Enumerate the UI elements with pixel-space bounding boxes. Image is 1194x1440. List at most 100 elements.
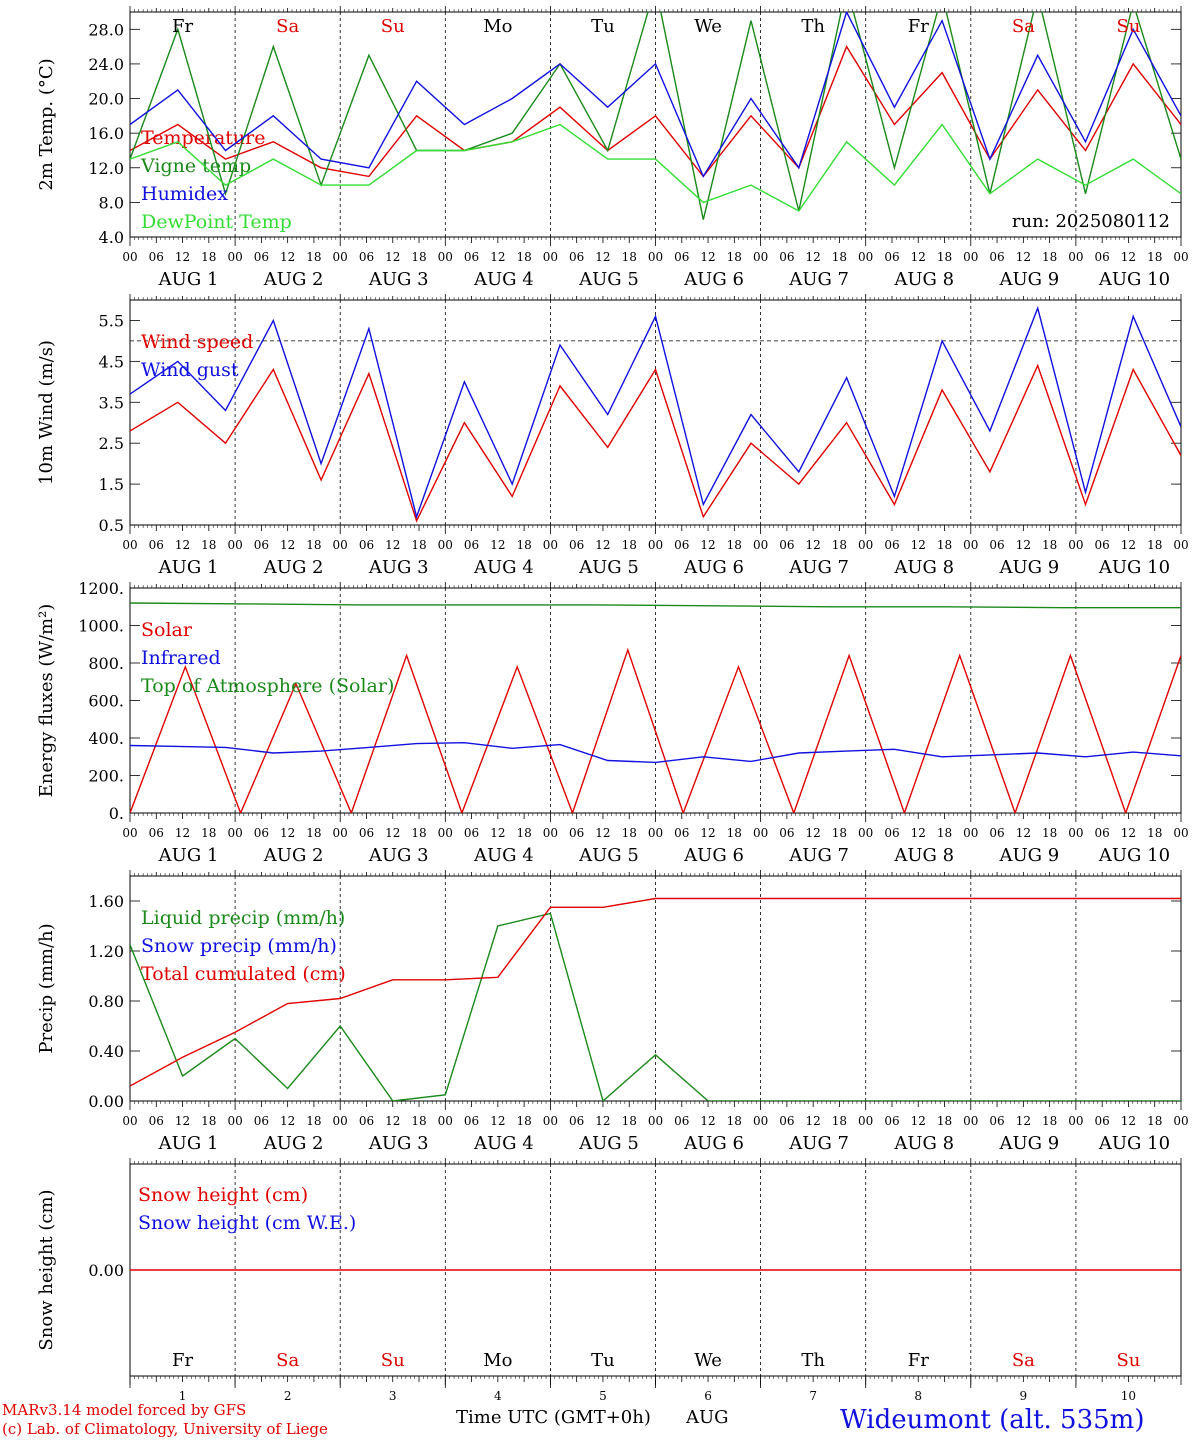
legend-entry: Solar: [141, 619, 193, 641]
hour-tick-label: 06: [254, 1114, 269, 1128]
hour-tick-label: 06: [884, 826, 899, 840]
hour-tick-label: 18: [1147, 1114, 1162, 1128]
hour-tick-label: 00: [438, 250, 453, 264]
date-label: AUG 5: [578, 845, 639, 866]
hour-tick-label: 00: [858, 250, 873, 264]
day-name: Su: [1116, 16, 1140, 37]
date-label: AUG 8: [893, 557, 954, 578]
y-tick-label: 1000.: [78, 617, 124, 636]
date-label: AUG 2: [263, 1133, 324, 1154]
legend-entry: Vigne temp: [140, 155, 251, 177]
legend-entry: DewPoint Temp: [141, 211, 292, 233]
y-axis-label: 10m Wind (m/s): [36, 340, 57, 485]
date-label: AUG 5: [578, 1133, 639, 1154]
hour-tick-label: 18: [201, 1114, 216, 1128]
panel-2: 00 06 12 18 AUG 1 00 06 12 18 AUG 2 00 06 12 18 AUG 3 0…: [36, 294, 1189, 578]
hour-tick-label: 06: [674, 538, 689, 552]
hour-tick-label: 18: [727, 1114, 742, 1128]
date-label: AUG 10: [1098, 845, 1170, 866]
day-name-bottom: We: [694, 1350, 722, 1371]
hour-tick-label: 00: [1068, 538, 1083, 552]
date-label: AUG 2: [263, 269, 324, 290]
panel-5: 1 2 3 4 5 6 7 8 9 10 0.00 Snow height (cm) Snow heig…: [36, 1158, 1182, 1403]
hour-tick-label: 12: [1016, 1114, 1031, 1128]
hour-tick-label: 06: [989, 250, 1004, 264]
hour-tick-label: 18: [937, 250, 952, 264]
hour-tick-label: 06: [149, 826, 164, 840]
day-name: Fr: [172, 16, 193, 37]
day-name-bottom: Fr: [172, 1350, 193, 1371]
day-name-bottom: Sa: [276, 1350, 299, 1371]
y-tick-label: 2.5: [99, 434, 124, 453]
date-label: AUG 9: [998, 269, 1059, 290]
panel-frame: [129, 11, 1182, 238]
y-tick-label: 800.: [88, 654, 124, 673]
hour-tick-label: 12: [595, 538, 610, 552]
hour-tick-label: 00: [227, 250, 242, 264]
hour-tick-label: 12: [280, 250, 295, 264]
hour-tick-label: 12: [175, 826, 190, 840]
hour-tick-label: 18: [622, 826, 637, 840]
date-label: AUG 1: [158, 1133, 219, 1154]
hour-tick-label: 06: [1095, 538, 1110, 552]
hour-tick-label: 18: [937, 1114, 952, 1128]
y-tick-label: 0.5: [99, 516, 124, 535]
day-name-bottom: Fr: [908, 1350, 929, 1371]
day-number: 2: [284, 1389, 292, 1403]
hour-tick-label: 06: [359, 538, 374, 552]
hour-tick-label: 00: [227, 538, 242, 552]
y-tick-label: 1.5: [99, 475, 124, 494]
hour-tick-label: 06: [254, 250, 269, 264]
day-name-bottom: Tu: [591, 1350, 615, 1371]
date-label: AUG 9: [998, 1133, 1059, 1154]
hour-tick-label: 00: [227, 1114, 242, 1128]
day-name-bottom: Sa: [1012, 1350, 1035, 1371]
hour-tick-label: 12: [911, 1114, 926, 1128]
hour-tick-label: 12: [280, 826, 295, 840]
hour-tick-label: 06: [359, 250, 374, 264]
day-number: 9: [1020, 1389, 1028, 1403]
y-tick-label: 16.0: [88, 124, 124, 143]
y-axis-label: Snow height (cm): [36, 1189, 57, 1350]
hour-tick-label: 18: [306, 250, 321, 264]
hour-tick-label: 06: [149, 538, 164, 552]
hour-tick-label: 00: [753, 250, 768, 264]
hour-tick-label: 06: [779, 826, 794, 840]
legend-entry: Top of Atmosphere (Solar): [141, 675, 394, 697]
day-number: 7: [809, 1389, 817, 1403]
date-label: AUG 3: [368, 1133, 429, 1154]
panel-3: 00 06 12 18 AUG 1 00 06 12 18 AUG 2 00 06 12 18 AUG 3 0…: [36, 579, 1189, 866]
hour-tick-label: 06: [464, 538, 479, 552]
legend-entry: Snow precip (mm/h): [141, 935, 337, 957]
hour-tick-label: 06: [569, 250, 584, 264]
hour-tick-label: 06: [569, 826, 584, 840]
y-tick-label: 200.: [88, 767, 124, 786]
hour-tick-label: 12: [175, 250, 190, 264]
hour-tick-label: 06: [884, 538, 899, 552]
hour-tick-label: 12: [490, 250, 505, 264]
panel-frame: [129, 587, 1182, 814]
hour-tick-label: 00: [543, 538, 558, 552]
hour-tick-label: 06: [674, 826, 689, 840]
footer-month: AUG: [685, 1407, 729, 1428]
hour-tick-label: 06: [1095, 250, 1110, 264]
day-number: 6: [704, 1389, 712, 1403]
hour-tick-label: 18: [937, 538, 952, 552]
day-name: Sa: [1012, 16, 1035, 37]
panel-1: 00 06 12 18 AUG 1 00 06 12 18 AUG 2 00 06 12 18 AUG 3 0…: [36, 6, 1189, 290]
hour-tick-label: 00: [963, 1114, 978, 1128]
hour-tick-label: 18: [306, 538, 321, 552]
date-label: AUG 3: [368, 269, 429, 290]
panel-4: 00 06 12 18 AUG 1 00 06 12 18 AUG 2 00 06 12 18 AUG 3 0…: [36, 870, 1189, 1154]
hour-tick-label: 12: [806, 826, 821, 840]
hour-tick-label: 12: [911, 250, 926, 264]
hour-tick-label: 00: [122, 250, 137, 264]
y-tick-label: 28.0: [88, 20, 124, 39]
hour-tick-label: 12: [385, 1114, 400, 1128]
series-line-infrared: [130, 741, 1181, 764]
date-label: AUG 6: [683, 845, 744, 866]
hour-tick-label: 12: [490, 826, 505, 840]
series-line-total-cumulated-cm-: [130, 897, 1181, 1087]
